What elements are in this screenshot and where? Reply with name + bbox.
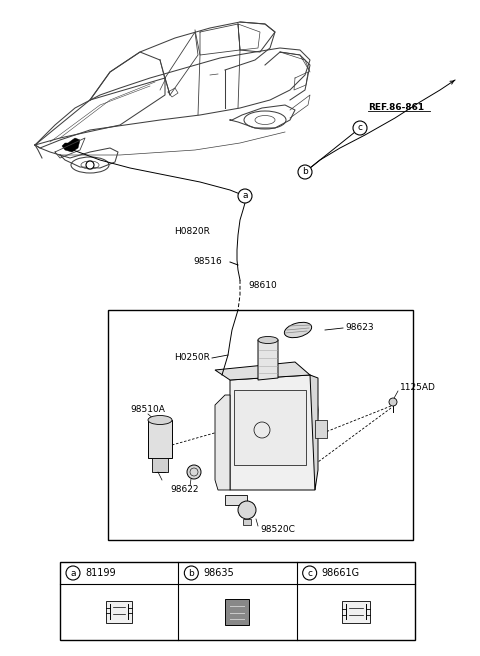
Bar [342, 601, 370, 623]
Text: REF.86-861: REF.86-861 [368, 104, 424, 112]
Text: a: a [242, 192, 248, 201]
Bar [225, 495, 247, 505]
Text: 98516: 98516 [193, 258, 222, 266]
Text: 98610: 98610 [248, 281, 277, 289]
Text: c: c [307, 569, 312, 577]
Text: 1125AD: 1125AD [400, 384, 436, 392]
Text: 98635: 98635 [204, 568, 234, 578]
Text: 98510A: 98510A [131, 405, 166, 415]
Polygon shape [258, 340, 278, 380]
Text: b: b [302, 167, 308, 176]
Text: a: a [70, 569, 76, 577]
Polygon shape [62, 138, 80, 152]
Text: c: c [358, 123, 362, 133]
Polygon shape [230, 375, 318, 490]
Circle shape [389, 398, 397, 406]
Bar [106, 601, 132, 623]
Text: 98520C: 98520C [260, 525, 295, 535]
Text: 98661G: 98661G [322, 568, 360, 578]
Bar [315, 420, 327, 438]
Text: 81199: 81199 [85, 568, 116, 578]
Polygon shape [310, 375, 318, 490]
Circle shape [187, 465, 201, 479]
Bar [243, 519, 251, 525]
Circle shape [86, 161, 94, 169]
Circle shape [238, 189, 252, 203]
Bar [108, 310, 413, 540]
Bar [60, 562, 415, 640]
Circle shape [184, 566, 198, 580]
Text: 98623: 98623 [345, 323, 373, 333]
Text: 98622: 98622 [171, 485, 199, 495]
Text: H0820R: H0820R [174, 228, 210, 237]
Ellipse shape [258, 337, 278, 344]
Text: H0250R: H0250R [174, 354, 210, 363]
Bar [226, 599, 250, 625]
Ellipse shape [148, 415, 172, 424]
Polygon shape [215, 395, 230, 490]
Ellipse shape [284, 322, 312, 338]
Circle shape [353, 121, 367, 135]
Polygon shape [148, 420, 172, 458]
Circle shape [66, 566, 80, 580]
Polygon shape [152, 458, 168, 472]
Polygon shape [215, 362, 310, 380]
Circle shape [238, 501, 256, 519]
Circle shape [298, 165, 312, 179]
Text: b: b [189, 569, 194, 577]
Circle shape [303, 566, 317, 580]
Bar [234, 390, 306, 465]
